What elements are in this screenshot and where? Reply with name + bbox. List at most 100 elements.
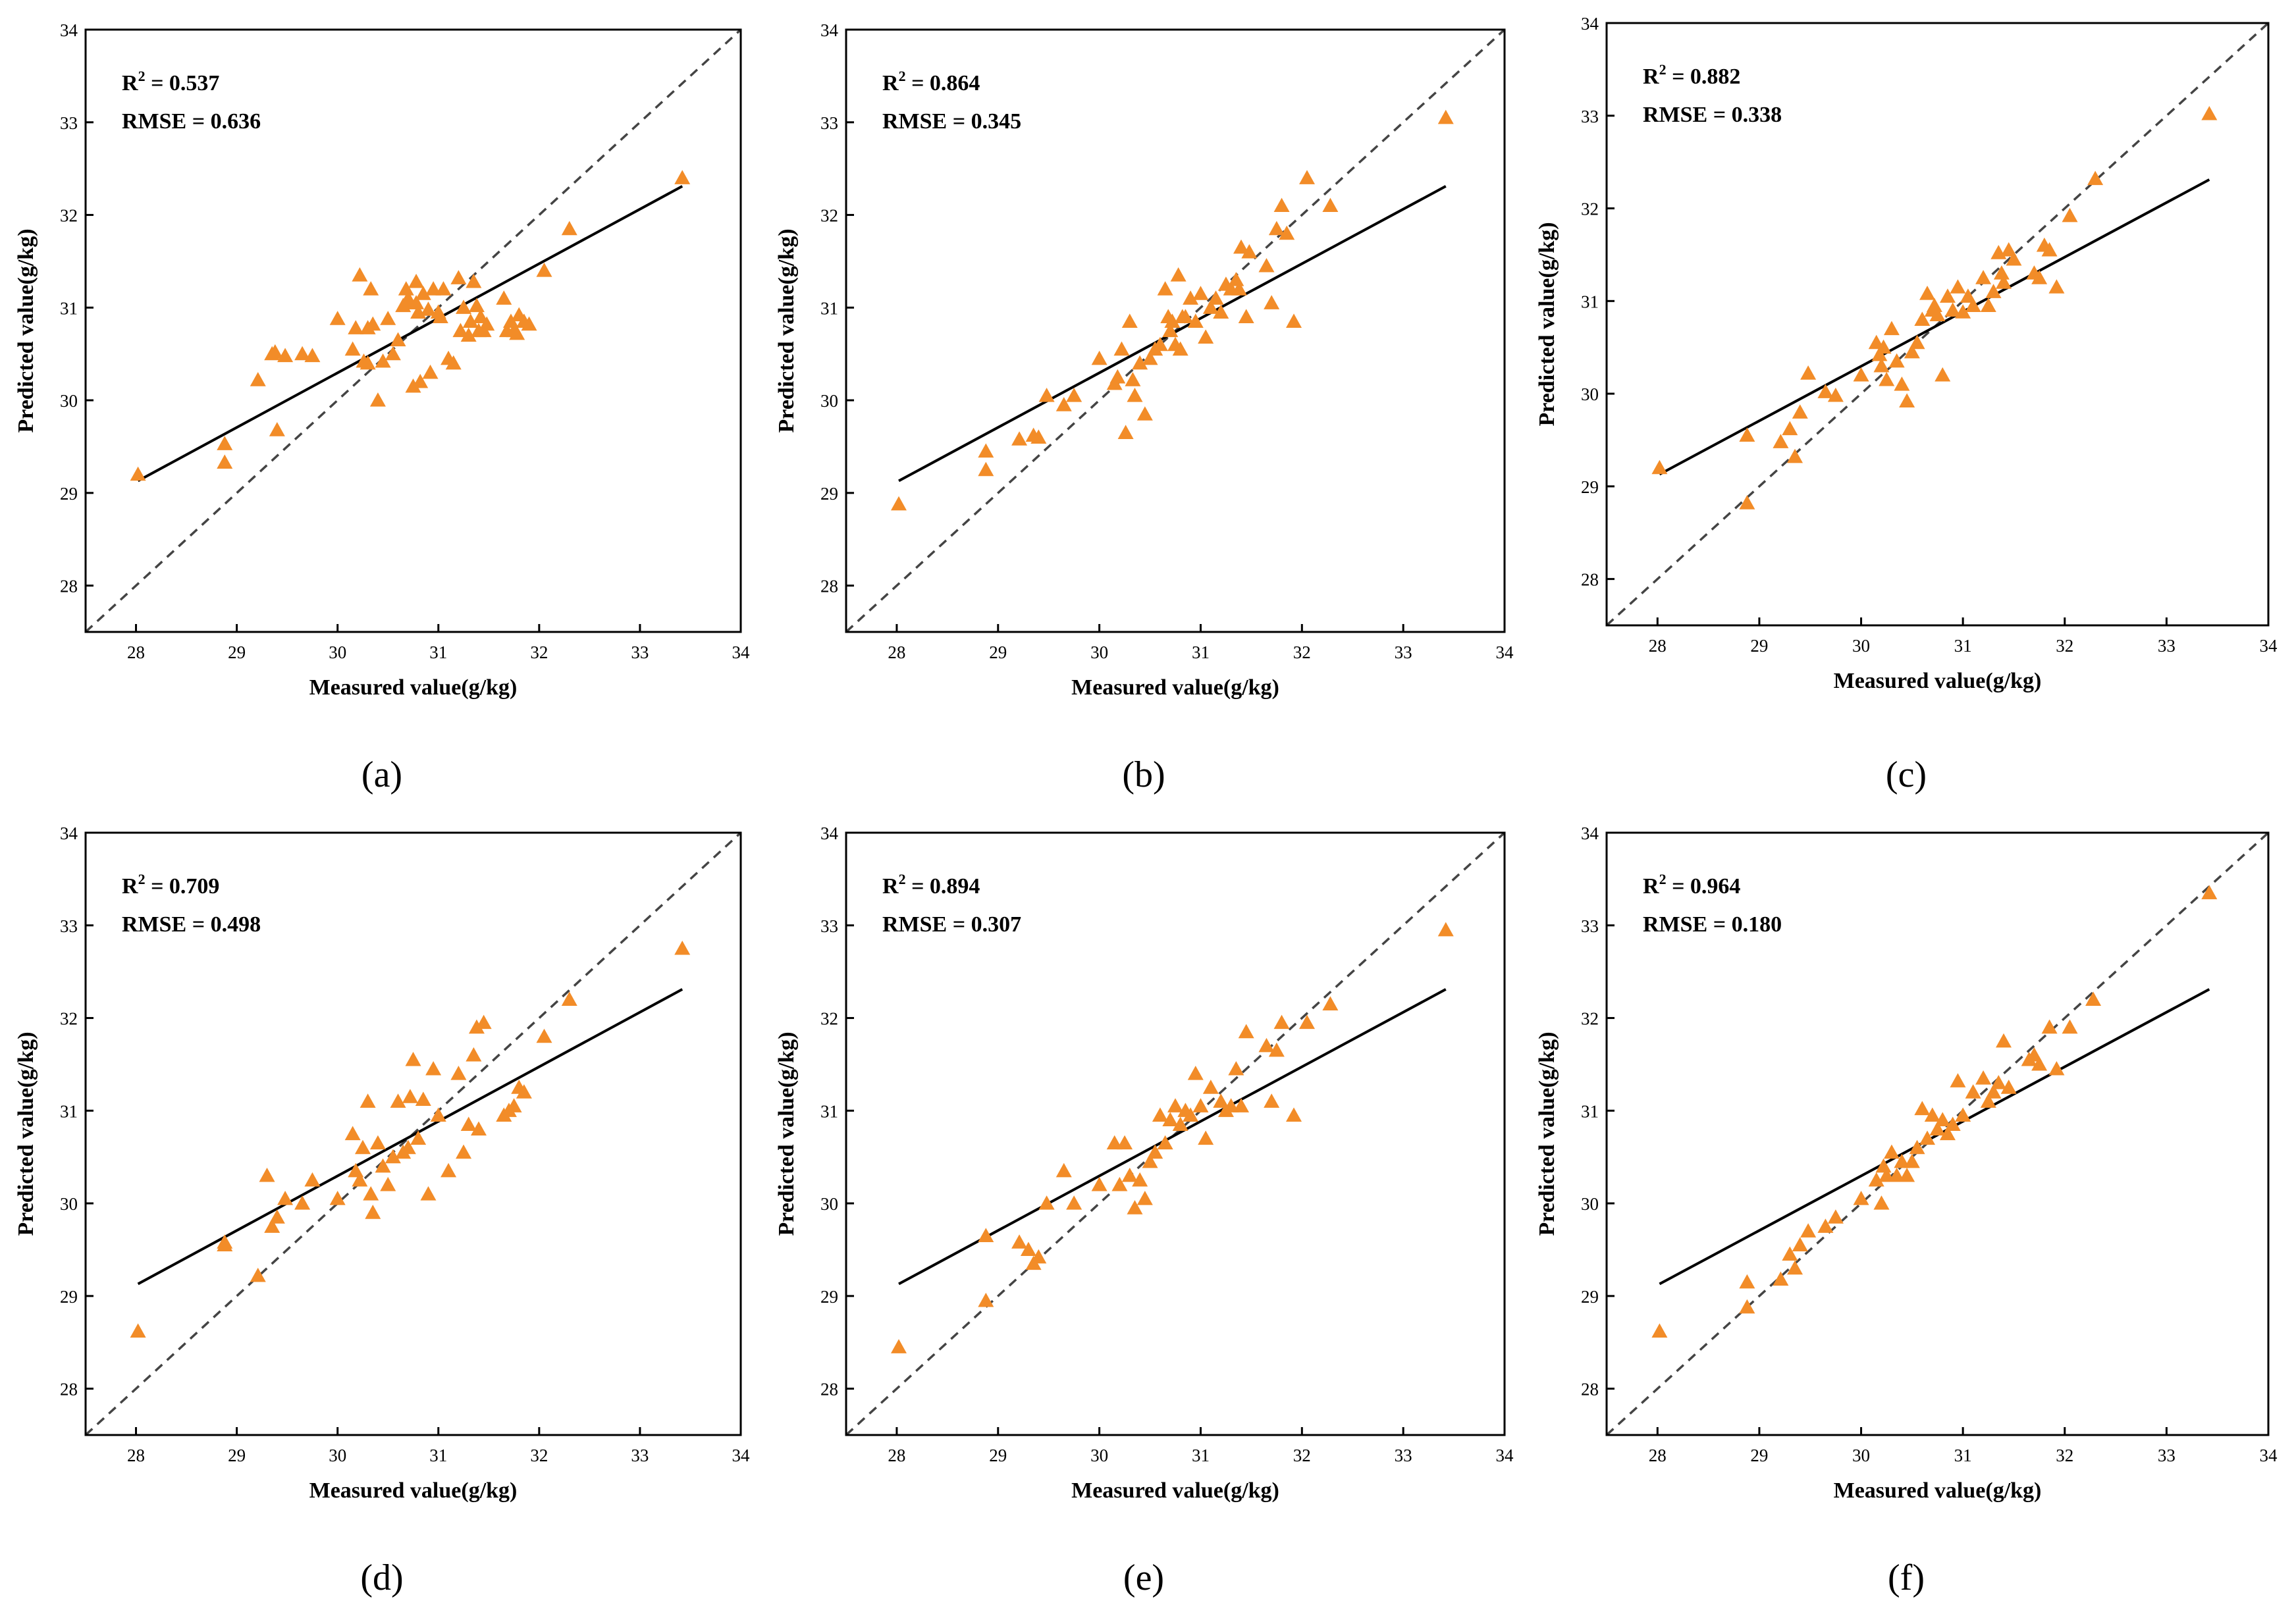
data-point (1213, 304, 1229, 319)
data-point (456, 300, 472, 314)
data-point (2006, 251, 2022, 266)
data-point (561, 991, 577, 1006)
y-tick-label: 28 (820, 577, 838, 596)
data-point (1879, 1167, 1895, 1182)
data-point (475, 1014, 492, 1030)
data-point (1020, 1241, 1036, 1257)
data-point (380, 1176, 396, 1191)
rmse-annotation: RMSE = 0.338 (1643, 103, 1782, 127)
data-point (250, 1267, 266, 1282)
rmse-annotation: RMSE = 0.307 (882, 912, 1021, 937)
data-point (1202, 1080, 1219, 1094)
data-point (352, 1172, 368, 1187)
data-point (1030, 429, 1047, 444)
x-tick-label: 29 (989, 642, 1007, 662)
panel-b: 28 29 30 31 32 33 34 28 29 30 31 32 33 34 Measured val… (774, 20, 1514, 795)
x-tick-label: 34 (2260, 636, 2278, 656)
data-point (390, 332, 406, 347)
data-point (1279, 225, 1295, 240)
x-axis-label: Measured value(g/kg) (1834, 1478, 2042, 1503)
data-point (1817, 1218, 1834, 1233)
data-point (1322, 996, 1339, 1011)
data-point (390, 1093, 406, 1108)
plot-frame (1605, 831, 2270, 1436)
data-point (1950, 1073, 1966, 1087)
data-point (1773, 1271, 1789, 1286)
rmse-annotation: RMSE = 0.180 (1643, 912, 1782, 937)
data-point (1152, 1107, 1168, 1122)
data-point (1157, 281, 1173, 296)
data-point (217, 436, 233, 450)
data-point (360, 355, 376, 370)
x-tick-label: 28 (1649, 1446, 1667, 1465)
x-tick-label: 28 (1649, 636, 1667, 656)
y-tick-label: 33 (60, 113, 78, 133)
data-point (516, 1084, 532, 1099)
data-point (468, 1019, 485, 1034)
data-point (1121, 313, 1138, 328)
data-point (450, 270, 467, 284)
r2-symbol: R (1643, 65, 1659, 89)
panel-letter: (a) (361, 754, 402, 795)
data-point (294, 346, 311, 361)
x-tick-label: 32 (1293, 1446, 1311, 1465)
data-point (456, 1144, 472, 1159)
x-tick-label: 29 (228, 1446, 246, 1465)
data-point (1322, 197, 1339, 213)
data-point (1091, 1176, 1108, 1191)
data-point (1980, 1093, 1996, 1108)
data-point (415, 1091, 431, 1107)
y-tick-label: 32 (1581, 199, 1599, 219)
y-tick-label: 28 (60, 577, 78, 596)
data-point (1914, 311, 1931, 326)
data-point (462, 313, 479, 328)
data-point (561, 221, 577, 236)
data-point (1268, 221, 1285, 236)
data-point (1187, 313, 1204, 328)
data-point (1782, 421, 1798, 436)
data-point (1011, 1234, 1028, 1249)
data-point (2201, 885, 2218, 900)
data-point (1996, 1033, 2012, 1048)
r2-superscript: 2 (138, 871, 146, 887)
y-axis-label: Predicted value(g/kg) (14, 1031, 38, 1236)
data-point (1875, 339, 1892, 354)
data-point (1273, 197, 1290, 213)
x-tick-label: 29 (1750, 1446, 1768, 1465)
data-point (1868, 1172, 1884, 1187)
data-point (1904, 344, 1920, 359)
data-point (1111, 1176, 1128, 1191)
y-tick-label: 32 (60, 1009, 78, 1029)
data-point (1950, 279, 1966, 294)
plot-frame (1605, 22, 2270, 627)
data-point (2026, 1047, 2042, 1062)
data-point (978, 443, 994, 458)
data-point (412, 373, 429, 388)
panel-f: 28 29 30 31 32 33 34 28 29 30 31 32 33 34 Measured val… (1535, 823, 2278, 1598)
data-point (432, 309, 448, 323)
y-tick-label: 31 (820, 298, 838, 318)
data-point (385, 1149, 401, 1164)
data-point (2031, 270, 2048, 284)
y-tick-label: 28 (1581, 570, 1599, 590)
data-point (1651, 1323, 1668, 1338)
panel-a: 28 29 30 31 32 33 34 28 29 30 31 32 33 34 Measured val… (14, 20, 750, 795)
data-point (1914, 1101, 1931, 1116)
y-tick-label: 34 (60, 823, 78, 843)
r2-annotation: R2 = 0.709 (122, 871, 219, 899)
data-point (425, 1060, 442, 1076)
data-point (344, 341, 361, 356)
data-point (1286, 313, 1302, 328)
data-point (1437, 109, 1454, 124)
data-point (1853, 1191, 1869, 1205)
data-point (1739, 1299, 1755, 1314)
data-point (385, 346, 401, 361)
data-point (375, 353, 391, 368)
y-tick-label: 29 (820, 1287, 838, 1307)
r2-annotation: R2 = 0.894 (882, 871, 980, 899)
data-point (398, 281, 414, 296)
data-point (264, 1218, 280, 1233)
r2-annotation: R2 = 0.537 (122, 68, 219, 95)
r2-symbol: R (122, 874, 138, 899)
